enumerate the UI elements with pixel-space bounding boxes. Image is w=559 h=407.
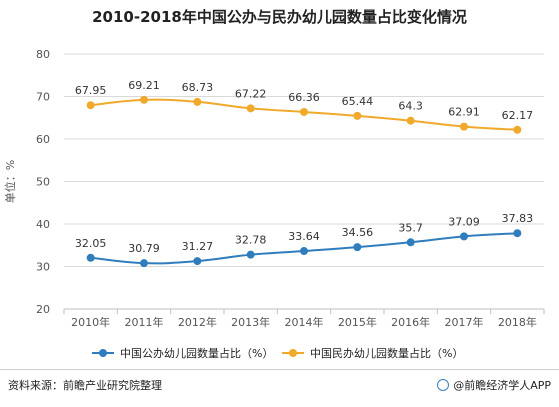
y-tick-label: 20 (36, 303, 50, 316)
data-point (353, 111, 362, 120)
legend-swatch-marker (99, 349, 107, 357)
data-point (353, 243, 362, 252)
data-label: 62.91 (448, 106, 480, 119)
data-label: 32.78 (235, 234, 267, 247)
data-point (86, 101, 95, 110)
x-tick-label: 2016年 (391, 315, 430, 329)
x-tick-label: 2014年 (285, 315, 324, 329)
y-tick-label: 60 (36, 133, 50, 146)
data-point (460, 122, 468, 131)
data-label: 62.17 (502, 109, 534, 122)
y-tick-label: 40 (36, 218, 50, 231)
y-tick-label: 50 (36, 176, 50, 189)
data-label: 37.83 (502, 212, 534, 225)
data-label: 69.21 (128, 79, 160, 92)
x-tick-label: 2011年 (125, 315, 164, 329)
data-label: 37.09 (448, 215, 480, 228)
y-tick-label: 30 (36, 261, 50, 274)
data-point (246, 250, 255, 259)
source-note: 资料来源：前瞻产业研究院整理 (8, 379, 162, 392)
data-point (513, 125, 522, 134)
data-point (460, 232, 468, 241)
data-label: 67.95 (75, 84, 107, 97)
data-label: 64.3 (398, 100, 423, 113)
data-label: 32.05 (75, 237, 107, 250)
data-label: 33.64 (288, 230, 320, 243)
data-label: 31.27 (182, 240, 214, 253)
data-label: 65.44 (342, 95, 374, 108)
data-point (193, 97, 202, 106)
app-brand-label: @前瞻经济学人APP (453, 379, 551, 392)
legend-swatch-marker (289, 349, 297, 357)
data-point (140, 259, 148, 268)
legend-label: 中国公办幼儿园数量占比（%） (120, 346, 273, 360)
chart-title: 2010-2018年中国公办与民办幼儿园数量占比变化情况 (92, 8, 467, 26)
x-tick-label: 2018年 (498, 315, 537, 329)
data-point (246, 104, 255, 113)
y-tick-label: 70 (36, 91, 50, 104)
x-tick-label: 2015年 (338, 315, 377, 329)
data-label: 34.56 (342, 226, 374, 239)
brand-logo-icon (437, 379, 450, 391)
x-tick-label: 2017年 (445, 315, 484, 329)
data-point (140, 95, 148, 104)
data-label: 68.73 (182, 81, 214, 94)
data-point (513, 229, 522, 238)
x-tick-label: 2013年 (231, 315, 270, 329)
data-label: 35.7 (398, 221, 423, 234)
data-label: 30.79 (128, 242, 160, 255)
data-point (300, 247, 308, 256)
x-tick-label: 2012年 (178, 315, 217, 329)
data-point (406, 238, 415, 247)
data-label: 67.22 (235, 87, 267, 100)
app-brand: @前瞻经济学人APP (437, 377, 551, 393)
y-axis-label: 单位：% (3, 160, 17, 203)
data-point (406, 116, 415, 125)
y-tick-label: 80 (36, 48, 50, 61)
legend-label: 中国民办幼儿园数量占比（%） (310, 346, 463, 360)
data-label: 66.36 (288, 91, 320, 104)
data-point (86, 253, 95, 262)
data-point (300, 107, 308, 116)
x-tick-label: 2010年 (71, 315, 110, 329)
footer-divider (0, 369, 559, 370)
data-point (193, 257, 202, 266)
